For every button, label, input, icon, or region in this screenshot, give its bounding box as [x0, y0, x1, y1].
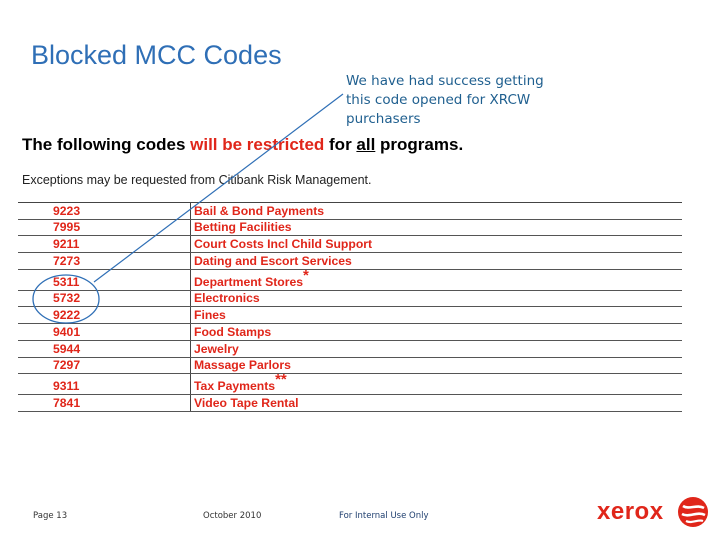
mcc-code: 9401: [18, 323, 191, 341]
footer-classification: For Internal Use Only: [339, 511, 429, 521]
heading-all-text: all: [356, 135, 376, 154]
heading-text-3: programs.: [375, 135, 464, 154]
table-row: 7841 Video Tape Rental: [18, 394, 682, 412]
mcc-code: 7297: [18, 357, 191, 375]
table-row: 5944 Jewelry: [18, 340, 682, 358]
heading-text-2: for: [324, 135, 357, 154]
mcc-description: Court Costs Incl Child Support: [190, 235, 682, 254]
description-text: Fines: [194, 308, 226, 323]
xerox-logo-text: xerox: [597, 498, 664, 525]
blocked-codes-table: 9223 Bail & Bond Payments 7995 Betting F…: [18, 202, 682, 412]
mcc-description: Dating and Escort Services: [190, 252, 682, 270]
table-row: 9223 Bail & Bond Payments: [18, 202, 682, 220]
slide-title: Blocked MCC Codes: [31, 40, 282, 70]
description-text: Betting Facilities: [194, 220, 292, 235]
description-text: Food Stamps: [194, 324, 272, 339]
mcc-description: Massage Parlors: [190, 357, 682, 375]
mcc-code: 9222: [18, 306, 191, 325]
description-text: Bail & Bond Payments: [194, 203, 325, 218]
footnote-mark: **: [275, 371, 287, 389]
description-text: Department Stores: [194, 274, 304, 289]
description-text: Court Costs Incl Child Support: [194, 237, 373, 252]
callout-note: We have had success getting this code op…: [346, 73, 544, 127]
table-row: 9222 Fines: [18, 306, 682, 325]
table-row: 7273 Dating and Escort Services: [18, 252, 682, 270]
page-number: Page 13: [33, 511, 68, 521]
table-row: 7995 Betting Facilities: [18, 219, 682, 237]
mcc-code: 9311: [18, 373, 191, 396]
exceptions-note: Exceptions may be requested from Citiban…: [22, 173, 372, 187]
description-text: Tax Payments: [194, 379, 276, 394]
mcc-description: Betting Facilities: [190, 219, 682, 237]
callout-pointer-line: [93, 93, 344, 283]
mcc-code: 5732: [18, 290, 191, 308]
footnote-mark: *: [303, 266, 309, 284]
mcc-code: 7995: [18, 219, 191, 237]
mcc-description: Tax Payments**: [190, 371, 682, 396]
table-row: 9211 Court Costs Incl Child Support: [18, 235, 682, 254]
mcc-code: 7841: [18, 394, 191, 412]
mcc-description: Fines: [190, 306, 682, 325]
highlight-circle: [32, 274, 100, 324]
mcc-description: Food Stamps: [190, 323, 682, 341]
description-text: Massage Parlors: [194, 358, 291, 373]
mcc-code: 9223: [18, 202, 191, 220]
restriction-heading: The following codes will be restricted f…: [22, 135, 463, 155]
heading-restricted-text: will be restricted: [190, 135, 325, 154]
table-row: 5311 Department Stores*: [18, 266, 682, 291]
table-row: 5732 Electronics: [18, 290, 682, 308]
mcc-code: 7273: [18, 252, 191, 270]
table-row: 7297 Massage Parlors: [18, 357, 682, 375]
footer-date: October 2010: [203, 511, 262, 521]
mcc-description: Video Tape Rental: [190, 394, 682, 412]
mcc-description: Electronics: [190, 290, 682, 308]
description-text: Dating and Escort Services: [194, 253, 352, 268]
mcc-description: Bail & Bond Payments: [190, 202, 682, 220]
mcc-description: Jewelry: [190, 340, 682, 358]
description-text: Electronics: [194, 291, 260, 306]
description-text: Video Tape Rental: [194, 395, 299, 410]
heading-text-1: The following codes: [22, 135, 191, 154]
mcc-code: 5944: [18, 340, 191, 358]
table-row: 9401 Food Stamps: [18, 323, 682, 341]
mcc-code: 9211: [18, 235, 191, 254]
description-text: Jewelry: [194, 341, 239, 356]
table-row: 9311 Tax Payments**: [18, 371, 682, 396]
xerox-sphere-icon: [678, 497, 708, 527]
mcc-description: Department Stores*: [190, 266, 682, 291]
